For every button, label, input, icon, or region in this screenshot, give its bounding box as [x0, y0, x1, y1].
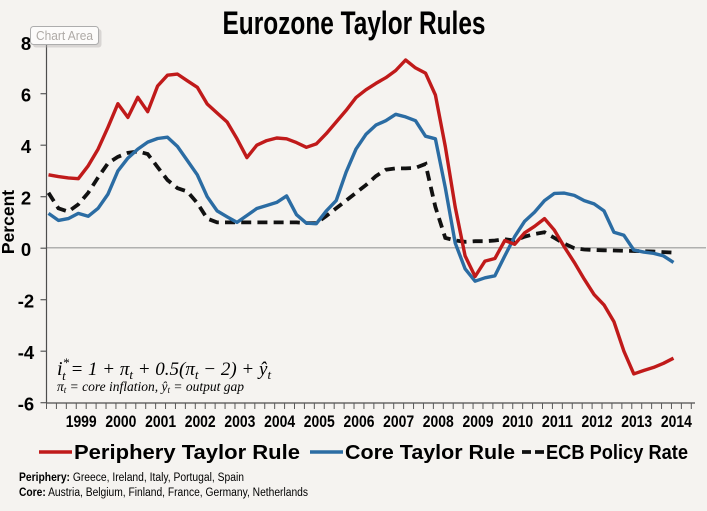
- svg-text:2: 2: [21, 188, 31, 209]
- svg-text:-2: -2: [18, 291, 34, 312]
- svg-text:2012: 2012: [582, 412, 613, 431]
- svg-text:Core Taylor Rule: Core Taylor Rule: [345, 442, 515, 464]
- svg-text:Eurozone Taylor Rules: Eurozone Taylor Rules: [223, 5, 486, 41]
- svg-text:-4: -4: [18, 342, 35, 363]
- svg-text:Percent: Percent: [0, 190, 18, 254]
- svg-text:2000: 2000: [105, 412, 136, 431]
- svg-text:2011: 2011: [542, 412, 573, 431]
- svg-text:2005: 2005: [304, 412, 335, 431]
- svg-text:8: 8: [21, 33, 31, 54]
- svg-text:6: 6: [21, 85, 31, 106]
- svg-text:ECB Policy Rate: ECB Policy Rate: [546, 442, 688, 464]
- svg-text:2006: 2006: [344, 412, 375, 431]
- svg-text:2009: 2009: [463, 412, 494, 431]
- svg-text:2010: 2010: [502, 412, 533, 431]
- svg-text:Core: Austria, Belgium, Finlan: Core: Austria, Belgium, Finland, France,…: [19, 487, 308, 499]
- svg-text:4: 4: [21, 136, 32, 157]
- svg-text:1999: 1999: [66, 412, 97, 431]
- svg-text:2013: 2013: [621, 412, 652, 431]
- svg-text:2002: 2002: [185, 412, 216, 431]
- svg-text:Periphery: Greece, Ireland, It: Periphery: Greece, Ireland, Italy, Portu…: [19, 472, 244, 484]
- svg-text:2014: 2014: [661, 412, 692, 431]
- svg-text:2007: 2007: [383, 412, 414, 431]
- svg-text:2001: 2001: [145, 412, 176, 431]
- svg-text:0: 0: [21, 239, 31, 260]
- svg-text:2004: 2004: [264, 412, 295, 431]
- svg-text:Periphery Taylor Rule: Periphery Taylor Rule: [74, 442, 300, 464]
- svg-text:πt = core inflation, ŷt = outp: πt = core inflation, ŷt = output gap: [57, 379, 244, 395]
- svg-text:i*t = 1 + πt + 0.5(πt − 2) + ŷ: i* t = 1 + πt + 0.5(πt − 2) + ŷt: [57, 355, 271, 383]
- svg-text:Chart Area: Chart Area: [36, 29, 93, 43]
- svg-text:2008: 2008: [423, 412, 454, 431]
- svg-text:2003: 2003: [224, 412, 255, 431]
- svg-text:-6: -6: [18, 394, 34, 415]
